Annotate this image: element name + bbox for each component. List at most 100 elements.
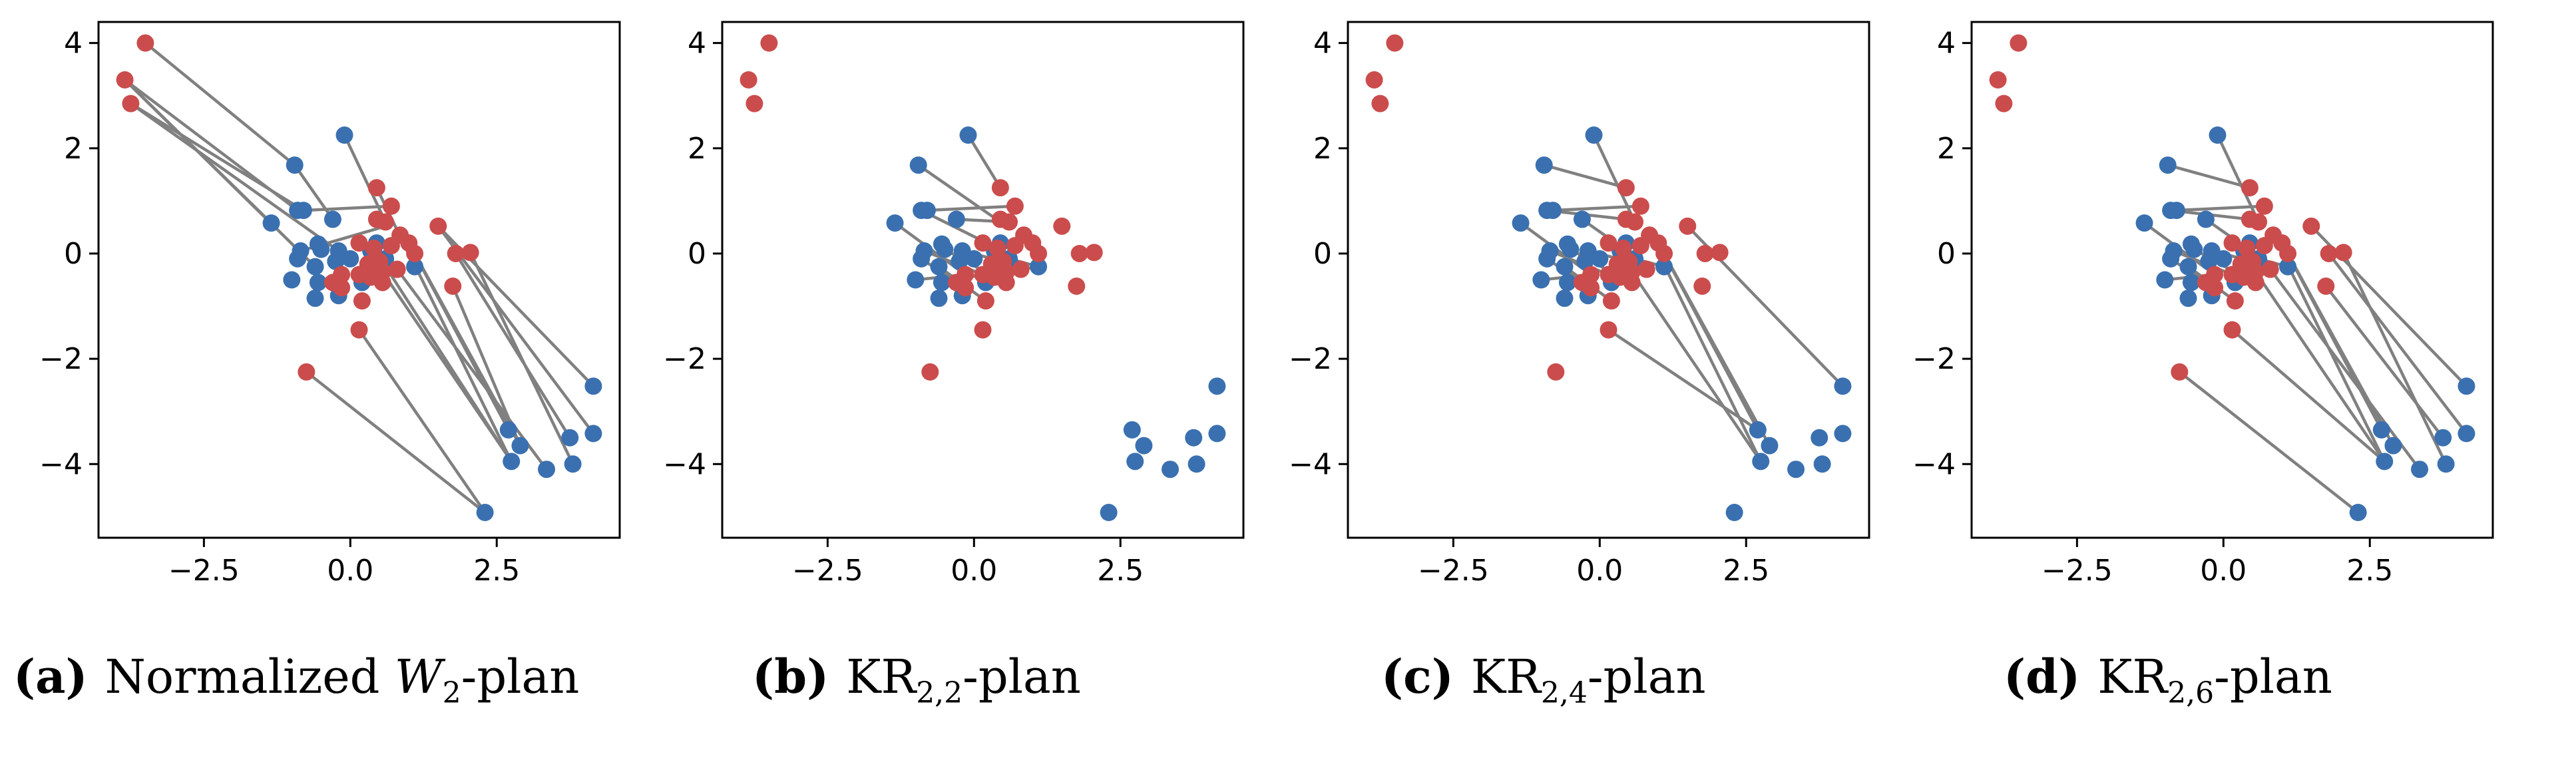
transport-link xyxy=(2254,271,2386,463)
source-point xyxy=(1100,504,1118,522)
target-point xyxy=(429,217,447,235)
source-point xyxy=(2200,252,2218,270)
x-tick-label: 0.0 xyxy=(2200,554,2247,588)
transport-link xyxy=(2327,252,2468,435)
target-point xyxy=(1365,71,1383,89)
target-point xyxy=(1030,244,1048,262)
source-point xyxy=(309,274,327,291)
target-point xyxy=(1085,244,1103,262)
y-tick-label: 2 xyxy=(64,132,83,166)
target-point xyxy=(2334,244,2352,262)
target-point xyxy=(988,240,1006,258)
caption-subscript: 2 xyxy=(442,676,461,710)
source-point xyxy=(930,258,948,276)
source-point xyxy=(2159,156,2177,174)
target-point xyxy=(1602,292,1620,310)
y-tick-label: 4 xyxy=(1313,27,1332,61)
axes-frame xyxy=(1347,21,1870,539)
source-point xyxy=(1558,274,1576,291)
caption-suffix: -plan xyxy=(461,650,580,704)
target-point xyxy=(136,34,154,52)
caption-subscript: 2,6 xyxy=(2167,676,2215,710)
target-point xyxy=(2261,260,2279,278)
y-tick-label: 0 xyxy=(688,237,706,271)
source-point xyxy=(1585,126,1603,144)
source-point xyxy=(2182,274,2200,291)
target-point xyxy=(2255,197,2273,215)
caption-text: KR xyxy=(2097,650,2168,704)
target-point xyxy=(1655,244,1673,262)
axes-frame xyxy=(1970,21,2494,539)
target-point xyxy=(350,234,368,252)
source-point xyxy=(1556,258,1574,276)
source-point xyxy=(1126,453,1144,471)
target-point xyxy=(991,210,1009,228)
source-point xyxy=(1573,210,1591,228)
source-point xyxy=(1761,437,1779,455)
caption-label: (a) xyxy=(13,649,88,704)
target-point xyxy=(365,240,383,258)
y-tick-label: 4 xyxy=(1937,27,1956,61)
target-point xyxy=(760,34,778,52)
target-point xyxy=(1600,321,1617,339)
source-point xyxy=(1749,421,1767,439)
source-point xyxy=(1787,461,1805,479)
target-point xyxy=(406,244,424,262)
transport-link xyxy=(437,225,595,435)
source-point xyxy=(262,214,280,232)
axes-frame xyxy=(97,21,621,539)
source-point xyxy=(341,250,359,268)
caption-suffix: -plan xyxy=(1587,650,1706,704)
panel-a: −2.5 0.0 2.5 4 2 0 −2 −4 xyxy=(39,21,621,588)
transport-link xyxy=(357,329,487,514)
target-point xyxy=(1637,260,1655,278)
source-point xyxy=(1208,425,1226,443)
target-point xyxy=(116,71,134,89)
target-point xyxy=(2320,244,2338,262)
target-point xyxy=(1631,197,1649,215)
target-point xyxy=(2010,34,2028,52)
target-point xyxy=(1679,217,1697,235)
target-point xyxy=(1386,34,1404,52)
source-point xyxy=(2185,240,2203,258)
transport-link xyxy=(966,134,1002,189)
target-point xyxy=(388,260,406,278)
x-tick-label: 2.5 xyxy=(1723,554,1769,588)
transport-link xyxy=(1544,163,1627,190)
target-point xyxy=(122,95,140,112)
source-point xyxy=(1538,250,1556,268)
x-tick-label: −2.5 xyxy=(1418,554,1489,588)
source-point xyxy=(2279,258,2297,276)
transport-link xyxy=(469,252,574,465)
target-point xyxy=(746,95,763,112)
transport-link xyxy=(2342,252,2448,465)
transport-link xyxy=(2231,328,2386,463)
x-tick-label: −2.5 xyxy=(792,554,863,588)
caption-label: (d) xyxy=(2004,649,2081,704)
caption-subscript: 2,2 xyxy=(916,676,963,710)
source-point xyxy=(2458,425,2475,443)
source-point xyxy=(2384,437,2402,455)
source-point xyxy=(2197,210,2215,228)
y-tick-label: −2 xyxy=(1912,342,1956,376)
transport-link xyxy=(395,268,548,471)
source-point xyxy=(2372,421,2390,439)
y-tick-label: 0 xyxy=(1313,237,1332,271)
y-tick-label: −4 xyxy=(1289,447,1332,481)
target-point xyxy=(974,234,992,252)
source-point xyxy=(323,210,341,228)
target-point xyxy=(373,274,391,291)
source-point xyxy=(283,271,301,289)
source-point xyxy=(1162,461,1180,479)
source-point xyxy=(511,437,529,455)
source-point xyxy=(2376,453,2394,471)
caption-c: (c) KR2,4-plan xyxy=(1381,649,1706,710)
transport-link xyxy=(343,134,387,223)
source-point xyxy=(1544,202,1562,220)
target-point xyxy=(1006,237,1024,255)
source-point xyxy=(499,421,517,439)
target-point xyxy=(1573,274,1591,291)
transport-link xyxy=(144,41,296,166)
transport-link xyxy=(124,79,317,268)
y-tick-label: −2 xyxy=(663,342,706,376)
